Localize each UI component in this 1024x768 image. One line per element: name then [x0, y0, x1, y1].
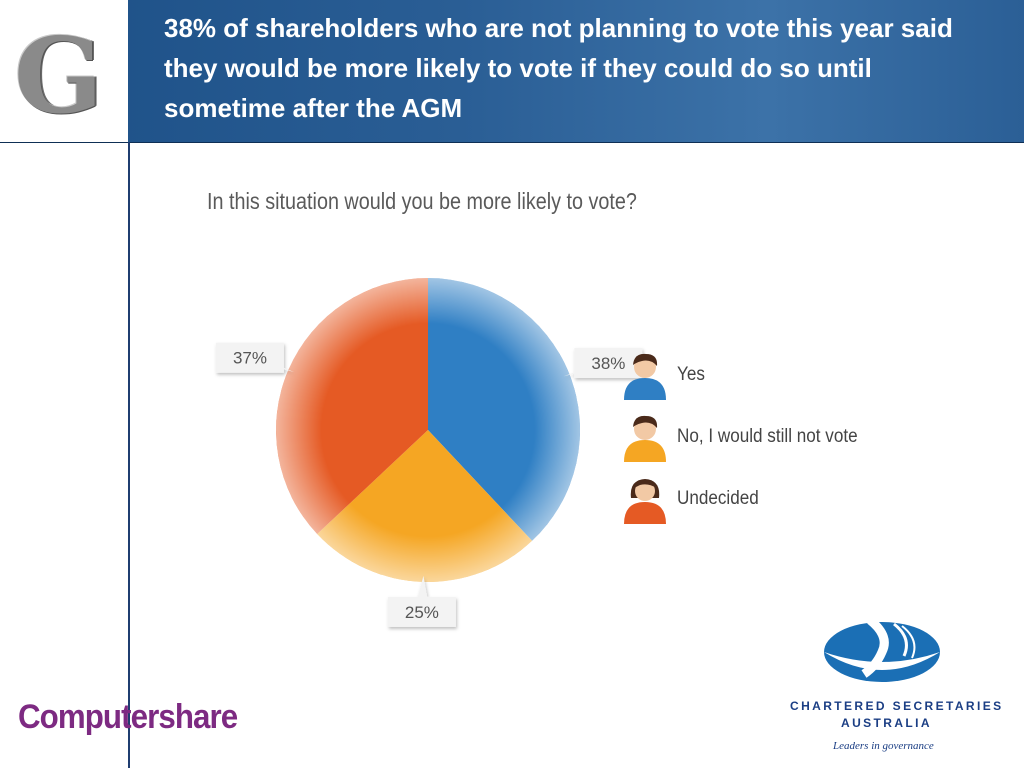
legend-label-undecided: Undecided [677, 488, 759, 509]
pie-edge-shading [276, 278, 580, 582]
person-icon-blue [624, 353, 666, 400]
csa-name-line2: AUSTRALIA [841, 716, 932, 730]
data-label-text: 25% [405, 603, 439, 622]
data-label-text: 37% [233, 349, 267, 368]
chart-title: In this situation would you be more like… [207, 188, 637, 214]
legend-label-no: No, I would still not vote [677, 426, 858, 447]
data-label-undecided: 37% [215, 342, 295, 373]
legend-item-yes: Yes [620, 348, 920, 404]
person-icon-orange [624, 479, 666, 524]
pie-chart: 38% 25% 37% [215, 278, 643, 627]
legend-label-yes: Yes [677, 364, 705, 385]
data-label-yes: 38% [563, 348, 643, 379]
header-banner: G 38% of shareholders who are not planni… [0, 0, 1024, 143]
csa-logo-mark [824, 616, 940, 682]
person-icon-yellow [624, 415, 666, 462]
csa-tagline: Leaders in governance [833, 740, 934, 752]
data-label-no: 25% [387, 575, 456, 627]
vertical-divider [128, 142, 130, 768]
data-label-text: 38% [591, 354, 625, 373]
csa-name-line1: CHARTERED SECRETARIES [790, 699, 1004, 713]
computershare-logo: Computershare [18, 698, 238, 736]
legend-item-undecided: Undecided [620, 472, 920, 528]
governance-g-logo-box: G [0, 0, 128, 142]
governance-g-logo: G [14, 14, 103, 137]
legend-item-no: No, I would still not vote [620, 410, 920, 466]
slide-title: 38% of shareholders who are not planning… [164, 13, 953, 123]
